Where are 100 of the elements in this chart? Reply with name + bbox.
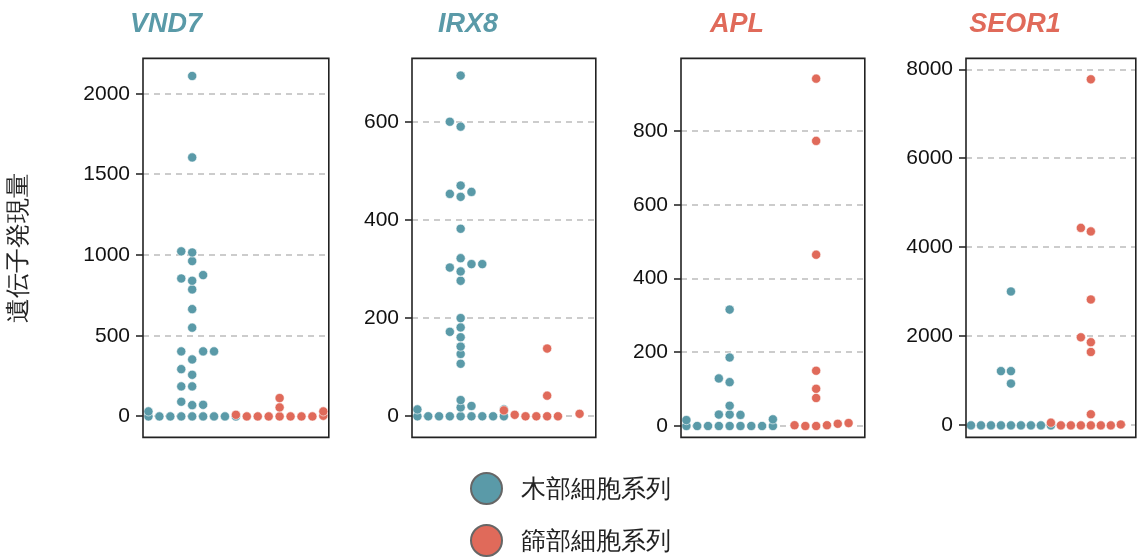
point (307, 411, 318, 422)
point (746, 421, 757, 431)
chart-title: IRX8 (437, 7, 499, 38)
point (455, 191, 466, 202)
point (976, 420, 986, 431)
point (1085, 337, 1096, 348)
point (1075, 222, 1086, 233)
point (455, 180, 466, 191)
point (509, 409, 520, 420)
point (996, 420, 1006, 431)
point (198, 399, 209, 410)
point (187, 256, 198, 266)
point (713, 373, 724, 384)
point (542, 411, 553, 422)
y-tick-label: 800 (632, 118, 668, 142)
point (1026, 420, 1036, 431)
point (455, 322, 466, 333)
point (1115, 419, 1126, 430)
point (318, 406, 329, 417)
y-tick-label: 0 (941, 412, 953, 436)
point (574, 408, 585, 419)
point (455, 253, 466, 264)
point (757, 421, 767, 431)
point (444, 116, 455, 127)
point (274, 411, 285, 422)
point (198, 411, 209, 422)
point (724, 352, 735, 363)
point (488, 411, 498, 422)
point (466, 187, 477, 197)
point (466, 259, 477, 269)
point (1006, 286, 1016, 297)
point (724, 304, 735, 315)
point (187, 152, 198, 163)
chart-title: APL (709, 7, 764, 38)
y-tick-label: 400 (363, 206, 399, 230)
point (241, 411, 252, 422)
point (220, 411, 230, 422)
point (553, 411, 563, 422)
point (681, 415, 692, 425)
point (455, 332, 466, 343)
point (724, 409, 735, 420)
point (176, 411, 187, 422)
point (811, 249, 822, 260)
point (703, 421, 713, 431)
point (176, 381, 187, 392)
chart-title: SEOR1 (969, 7, 1061, 38)
point (1055, 420, 1066, 431)
point (165, 411, 176, 422)
point (713, 421, 724, 431)
point (209, 411, 219, 422)
point (1006, 378, 1016, 389)
point (466, 401, 477, 411)
point (466, 411, 477, 422)
point (542, 343, 553, 354)
y-tick-label: 400 (632, 265, 668, 289)
point (966, 420, 976, 431)
point (176, 396, 187, 407)
point (477, 259, 488, 269)
point (455, 313, 466, 323)
legend-label: 篩部細胞系列 (521, 524, 671, 557)
point (176, 346, 187, 357)
point (735, 410, 746, 420)
point (811, 421, 822, 431)
point (274, 393, 285, 403)
point (822, 420, 832, 431)
point (1085, 294, 1096, 305)
point (444, 411, 455, 422)
y-tick-label: 6000 (906, 145, 953, 169)
point (455, 121, 466, 132)
point (263, 411, 274, 422)
point (187, 411, 198, 422)
y-tick-label: 0 (387, 403, 399, 427)
point (1095, 420, 1106, 431)
point (455, 411, 466, 422)
point (187, 369, 198, 380)
point (187, 322, 198, 333)
point (768, 414, 778, 425)
point (1006, 366, 1016, 377)
point (789, 420, 800, 431)
y-tick-label: 600 (363, 108, 399, 132)
y-tick-label: 2000 (906, 323, 953, 347)
point (811, 73, 822, 84)
point (1085, 409, 1096, 420)
point (832, 418, 843, 429)
point (1085, 226, 1096, 237)
point (1016, 420, 1026, 431)
point (811, 365, 822, 376)
y-tick-label: 200 (363, 304, 399, 328)
point (520, 411, 531, 422)
point (187, 284, 198, 295)
y-tick-label: 0 (118, 403, 130, 427)
y-tick-label: 0 (656, 412, 668, 436)
point (1085, 74, 1096, 85)
y-tick-label: 8000 (906, 56, 953, 80)
point (187, 247, 198, 258)
point (444, 326, 455, 337)
point (1085, 420, 1096, 431)
point (455, 275, 466, 286)
point (986, 420, 996, 431)
point (176, 273, 187, 284)
